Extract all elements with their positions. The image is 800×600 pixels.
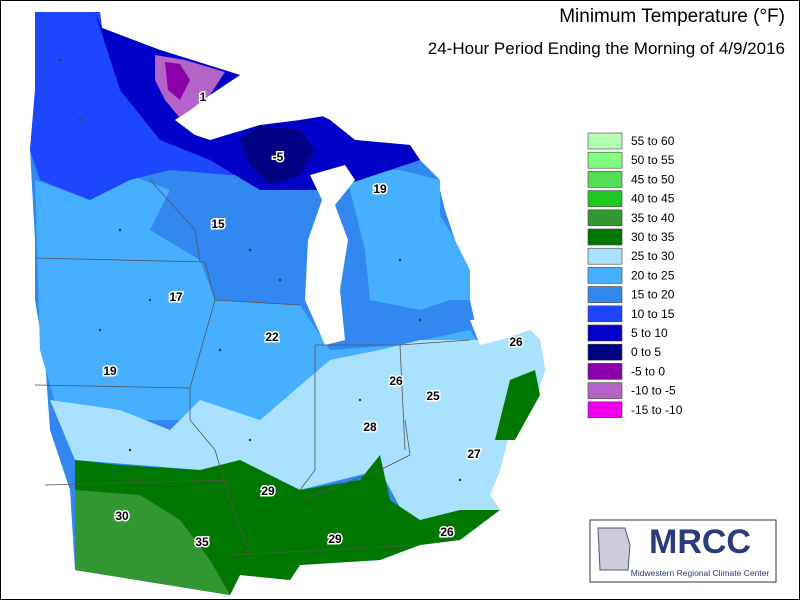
map-label: 25: [426, 389, 440, 403]
legend-swatch: [587, 209, 623, 227]
map-label: 26: [440, 525, 454, 539]
legend-label: 15 to 20: [631, 288, 675, 302]
legend-label: 25 to 30: [631, 249, 675, 263]
legend-swatch: [587, 190, 623, 207]
lake: [420, 160, 470, 270]
map-label: 28: [363, 420, 377, 434]
map-label: 26: [509, 335, 523, 349]
map: 1 -5 19 15 17 22 19 26 26 25 28 27 29 30…: [30, 12, 545, 595]
legend-swatch: [587, 363, 623, 380]
map-label: 22: [265, 330, 279, 344]
map-label: 19: [373, 182, 387, 196]
map-label: 30: [115, 509, 129, 523]
legend-label: 5 to 10: [631, 326, 668, 340]
legend-swatch: [587, 286, 623, 303]
legend-swatch: [587, 343, 623, 361]
legend-label: 50 to 55: [631, 153, 675, 167]
subtitle: 24-Hour Period Ending the Morning of 4/9…: [428, 39, 785, 58]
station-dots: [58, 58, 462, 482]
legend-swatch: [587, 132, 623, 150]
legend-label: 35 to 40: [631, 211, 675, 225]
logo-name: MRCC: [649, 523, 751, 561]
map-label: 19: [103, 364, 117, 378]
legend-label: -5 to 0: [631, 364, 665, 378]
title: Minimum Temperature (°F): [559, 6, 785, 27]
lake: [470, 318, 530, 345]
region: [165, 62, 190, 100]
logo-full-name: Midwestern Regional Climate Center: [631, 568, 770, 578]
region: [240, 125, 315, 185]
map-label: 15: [211, 217, 225, 231]
legend-label: 40 to 45: [631, 192, 675, 206]
map-label: 29: [261, 484, 275, 498]
legend-label: -15 to -10: [631, 403, 683, 417]
region: [345, 170, 470, 310]
region: [50, 325, 545, 545]
map-label: 1: [200, 90, 207, 104]
legend-label: 10 to 15: [631, 307, 675, 321]
map-label: 26: [389, 374, 403, 388]
legend-swatch: [587, 401, 623, 419]
state-border: [34, 179, 471, 556]
legend-swatch: [587, 171, 623, 188]
legend-swatch: [587, 267, 623, 284]
lake: [305, 165, 355, 345]
legend-swatch: [587, 247, 623, 265]
legend-label: 45 to 50: [631, 172, 675, 186]
legend-swatch: [587, 151, 623, 169]
legend-swatch: [587, 382, 623, 399]
map-label: -5: [273, 150, 284, 164]
map-label: 17: [169, 290, 183, 304]
region: [495, 370, 540, 440]
map-label: 27: [467, 447, 481, 461]
map-label: 35: [195, 535, 209, 549]
legend-label: 55 to 60: [631, 134, 675, 148]
legend-swatch: [587, 305, 623, 323]
region: [75, 490, 230, 595]
legend-swatch: [587, 228, 623, 246]
legend-label: -10 to -5: [631, 384, 676, 398]
legend-label: 0 to 5: [631, 345, 661, 359]
lake: [175, 78, 330, 140]
logo-icon: [597, 527, 631, 571]
legend-label: 20 to 25: [631, 268, 675, 282]
legend: 55 to 60 50 to 55 45 to 50 40 to 45 35 to 40…: [587, 132, 683, 419]
legend-label: 30 to 35: [631, 230, 675, 244]
logo: MRCC Midwestern Regional Climate Center: [589, 519, 777, 583]
map-label: 29: [328, 532, 342, 546]
legend-swatch: [587, 324, 623, 342]
region: [95, 12, 420, 190]
